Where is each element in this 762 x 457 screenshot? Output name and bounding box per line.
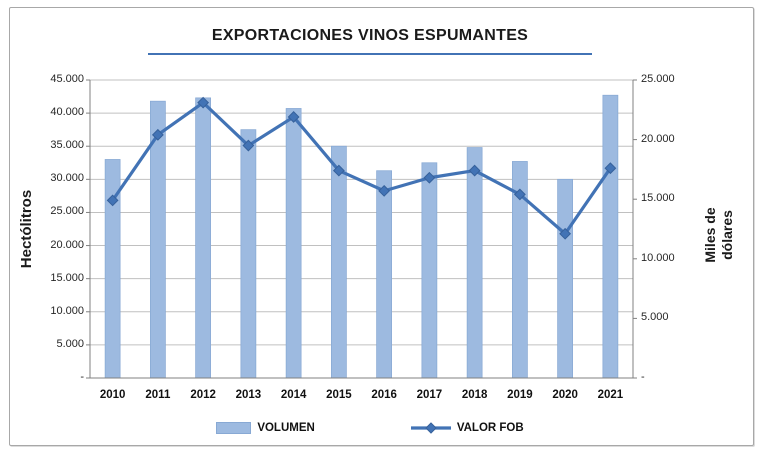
x-axis-label: 2021 [597, 389, 624, 401]
bar-2012 [195, 97, 211, 379]
marker-2021 [604, 162, 617, 175]
valor-fob-line-icon [410, 422, 451, 434]
right-axis-tick: 15.000 [641, 192, 675, 205]
x-axis-label: 2015 [326, 389, 352, 401]
left-axis-tick: 25.000 [50, 205, 84, 218]
x-axis-label: 2011 [145, 389, 171, 401]
bar-2018 [466, 147, 483, 379]
bar-2014 [285, 108, 302, 379]
left-axis-tick: - [80, 371, 84, 383]
marker-2018 [468, 164, 481, 177]
marker-2011 [151, 128, 164, 141]
bar-2016 [376, 170, 392, 379]
left-axis-tick: 40.000 [50, 106, 84, 119]
left-axis-tick: 45.000 [50, 73, 84, 85]
volumen-swatch-icon [216, 422, 252, 434]
right-axis-tick: 10.000 [641, 251, 675, 264]
bar-2021 [602, 94, 619, 379]
legend-entry-valorfob: VALOR FOB [410, 422, 524, 434]
legend-entry-volumen: VOLUMEN [216, 422, 315, 434]
right-axis-tick: 25.000 [641, 73, 675, 85]
marker-2019 [513, 188, 526, 201]
marker-2020 [559, 227, 572, 240]
right-axis-tick: 5.000 [641, 311, 669, 324]
left-axis-tick: 30.000 [50, 172, 84, 185]
marker-2013 [242, 139, 255, 152]
left-axis-tick: 20.000 [50, 238, 84, 251]
marker-2016 [378, 184, 391, 197]
marker-2015 [332, 164, 345, 177]
bar-2017 [421, 162, 438, 379]
x-axis-label: 2016 [371, 389, 397, 401]
marker-2010 [106, 194, 119, 207]
chart-title: EXPORTACIONES VINOS ESPUMANTES [211, 27, 529, 44]
left-axis-tick: 5.000 [56, 337, 84, 350]
x-axis-label: 2018 [461, 389, 488, 401]
left-axis-tick: 15.000 [50, 271, 84, 284]
marker-2014 [287, 111, 300, 123]
bar-2015 [331, 145, 347, 379]
marker-2017 [423, 171, 436, 184]
x-axis-label: 2017 [416, 389, 443, 401]
legend: VOLUMEN VALOR FOB [0, 422, 740, 434]
bar-2013 [240, 129, 257, 379]
right-axis-tick: - [641, 371, 645, 383]
right-axis-tick: 20.000 [641, 132, 675, 145]
x-axis-label: 2010 [99, 389, 126, 401]
x-axis-label: 2020 [552, 389, 578, 401]
left-axis-tick: 10.000 [50, 304, 84, 317]
bar-2020 [557, 178, 573, 379]
legend-label-volumen: VOLUMEN [257, 422, 315, 434]
left-axis-tick: 35.000 [50, 139, 84, 152]
x-axis-label: 2014 [280, 389, 307, 401]
marker-2012 [197, 96, 210, 109]
legend-label-valorfob: VALOR FOB [456, 422, 524, 434]
title-underline [148, 53, 592, 55]
x-axis-label: 2012 [190, 389, 216, 401]
x-axis-label: 2013 [235, 389, 262, 401]
x-axis-label: 2019 [507, 389, 533, 401]
